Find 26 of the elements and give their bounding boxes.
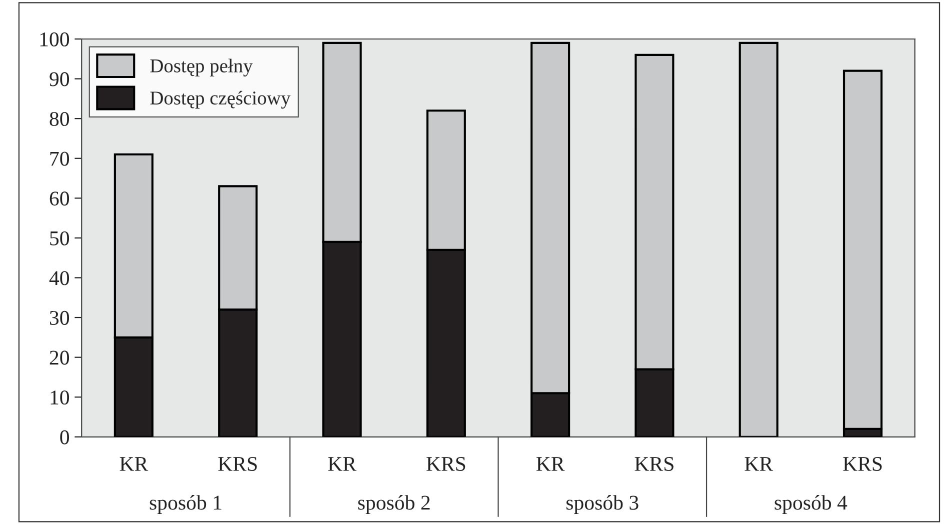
- text: sposób 2: [358, 495, 430, 514]
- y-tick-label: 20: [50, 350, 70, 365]
- y-tick-label: 80: [50, 112, 70, 126]
- x-tick-label: KR: [328, 457, 356, 471]
- x-tick-label: KRS: [634, 456, 674, 471]
- y-tick-label: 90: [50, 72, 70, 86]
- text: sposób 1: [150, 495, 222, 514]
- y-tick-label: 50: [50, 231, 70, 246]
- y-tick-label: 10: [50, 390, 70, 405]
- y-tick-label: 100: [40, 32, 70, 46]
- legend-label: Dostęp pełny: [150, 58, 253, 76]
- y-tick-label: 30: [50, 310, 70, 325]
- text: sposób 4: [774, 495, 848, 514]
- x-tick-label: KRS: [426, 456, 466, 471]
- y-tick-label: 60: [50, 192, 70, 206]
- y-tick-label: 0: [60, 430, 70, 444]
- x-tick-label: KR: [120, 457, 148, 471]
- text: sposób 3: [566, 495, 638, 514]
- x-tick-label: KR: [744, 457, 774, 471]
- x-tick-label: KR: [536, 457, 565, 471]
- y-tick-label: 70: [50, 152, 70, 166]
- x-tick-label: KRS: [843, 456, 882, 471]
- legend-label: Dostęp częściowy: [150, 90, 291, 109]
- bar: [738, 42, 778, 437]
- x-tick-label: KRS: [218, 456, 257, 471]
- y-tick-label: 40: [49, 271, 70, 286]
